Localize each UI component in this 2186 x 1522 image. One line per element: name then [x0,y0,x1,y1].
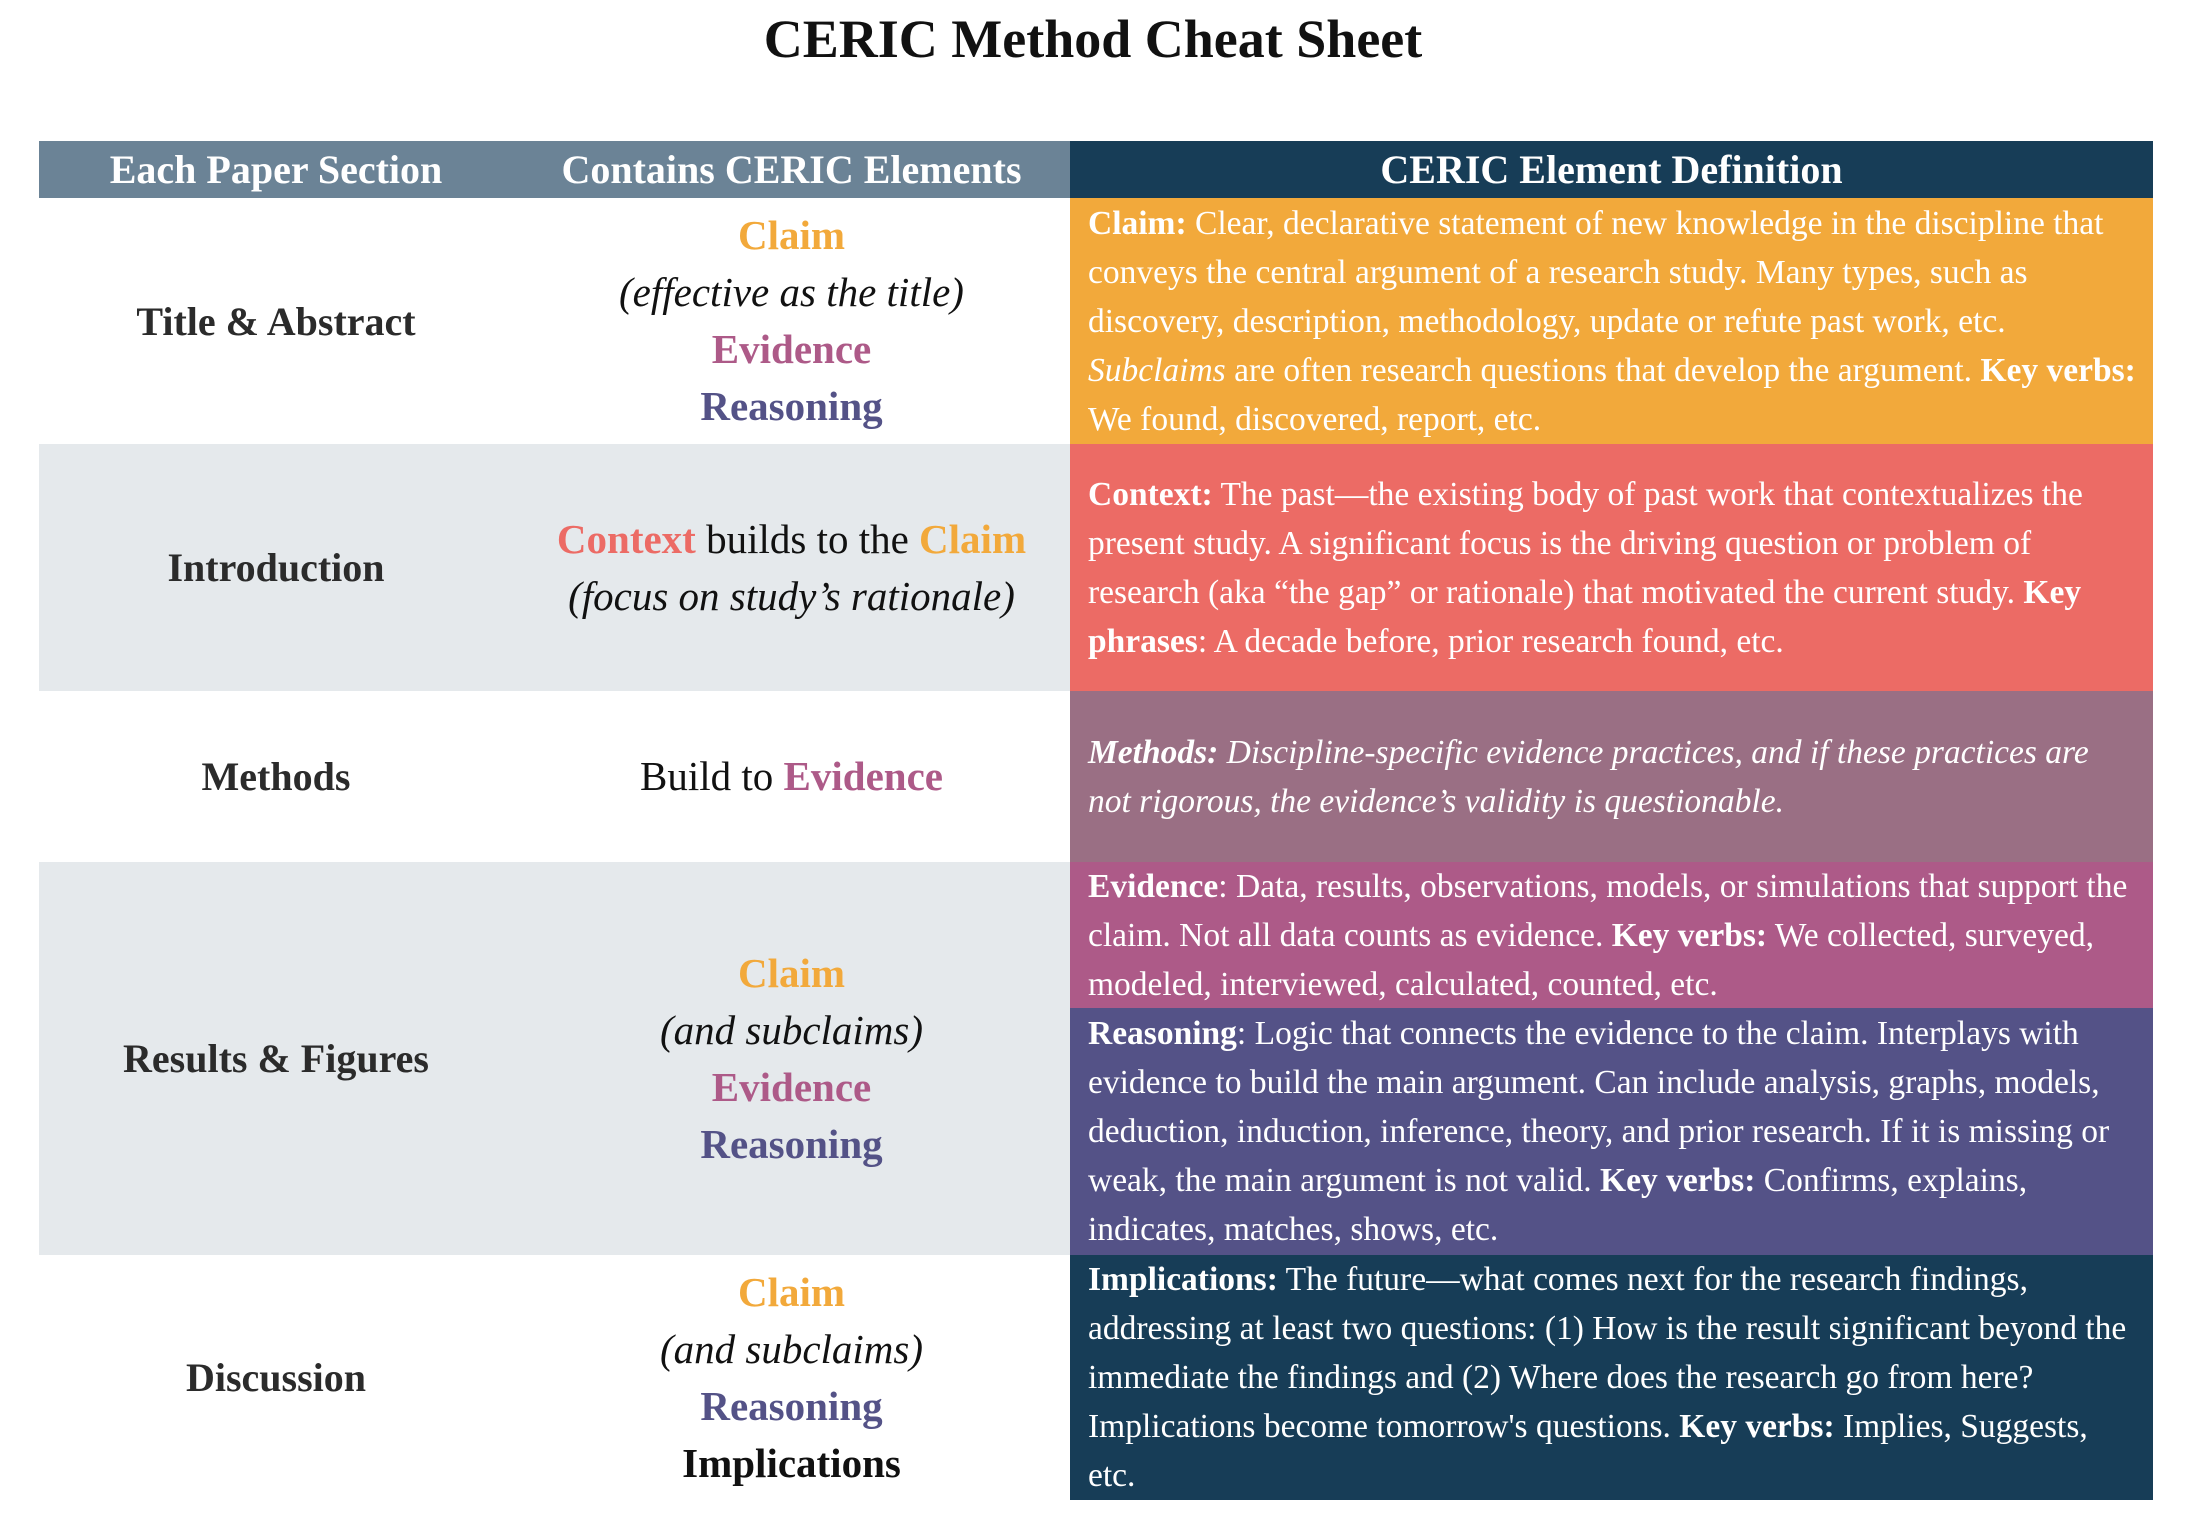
elements-methods: Build to Evidence [513,691,1070,862]
definition-italic: Subclaims [1088,351,1226,389]
section-results-figures: Results & Figures [39,862,513,1255]
definition-text: The future—what comes next for the resea… [1088,1261,2127,1445]
element-reasoning: Reasoning [700,1382,883,1429]
definition-methods: Methods: Discipline-specific evidence pr… [1070,691,2153,862]
element-claim: Claim [737,1268,846,1315]
definition-text: Discipline-specific evidence practices, … [1088,733,2089,820]
section-title-abstract: Title & Abstract [136,298,416,344]
definition-reasoning: Reasoning: Logic that connects the evide… [1070,1008,2153,1255]
definition-keyword-label: Key phrases [1088,573,2082,660]
element-note: (focus on study’s rationale) [568,572,1015,619]
element-evidence: Evidence [783,753,943,799]
section-methods: Methods [201,754,351,799]
definition-evidence: Evidence: Data, results, observations, m… [1070,862,2153,1008]
definition-keyword-label: Key verbs: [1679,1408,1835,1445]
definition-label: Context: [1088,475,1213,513]
definition-text: Implies, Suggests, etc. [1088,1408,2088,1494]
definition-text: : Logic that connects the evidence to th… [1088,1015,2110,1199]
element-implications: Implications [682,1439,901,1486]
header-paper-section: Each Paper Section [39,141,513,198]
definition-claim: Claim: Clear, declarative statement of n… [1070,198,2153,444]
page-title: CERIC Method Cheat Sheet [763,9,1423,69]
element-claim: Claim [737,212,846,258]
definition-keyword-label: Key verbs: [1600,1162,1756,1199]
definition-text: : Data, results, observations, models, o… [1088,867,2128,954]
definition-implications: Implications: The future—what comes next… [1070,1255,2153,1500]
element-connector: builds to the [695,515,920,562]
definition-text: : A decade before, prior research found,… [1197,622,1784,660]
definition-keyword-label: Key verbs: [1611,916,1768,954]
definition-text: Confirms, explains, indicates, matches, … [1088,1162,2028,1248]
elements-discussion: Claim (and subclaims) Reasoning Implicat… [513,1255,1070,1500]
element-reasoning: Reasoning [700,1120,883,1167]
element-connector: Build to [640,753,784,799]
definition-text: are often research questions that develo… [1225,351,1981,389]
element-note: (and subclaims) [659,1325,924,1372]
element-note: (effective as the title) [619,269,964,315]
element-context: Context [556,515,696,562]
element-evidence: Evidence [711,326,872,372]
element-claim: Claim [737,949,846,996]
definition-text: Clear, declarative statement of new know… [1088,204,2104,340]
element-reasoning: Reasoning [700,383,883,429]
elements-introduction: Context builds to the Claim (focus on st… [513,444,1070,691]
definition-context: Context: The past—the existing body of p… [1070,444,2153,691]
elements-title-abstract: Claim (effective as the title) Evidence … [513,198,1070,444]
header-ceric-elements: Contains CERIC Elements [513,141,1070,198]
definition-text: The past—the existing body of past work … [1088,475,2083,611]
definition-text: We collected, surveyed, modeled, intervi… [1088,916,2094,1003]
elements-results-figures: Claim (and subclaims) Evidence Reasoning [513,862,1070,1255]
element-note: (and subclaims) [659,1006,924,1053]
section-introduction: Introduction [39,444,513,691]
definition-text: We found, discovered, report, etc. [1088,400,1542,438]
element-claim: Claim [919,515,1027,562]
definition-label: Implications: [1088,1261,1278,1298]
definition-label: Evidence [1088,867,1219,905]
element-evidence: Evidence [711,1063,872,1110]
definition-label: Claim: [1088,204,1187,242]
definition-label: Reasoning [1088,1015,1237,1052]
header-element-definition: CERIC Element Definition [1070,141,2153,198]
definition-label: Methods: [1088,733,1219,771]
definition-keyword-label: Key verbs: [1980,351,2136,389]
section-discussion: Discussion [185,1355,367,1400]
